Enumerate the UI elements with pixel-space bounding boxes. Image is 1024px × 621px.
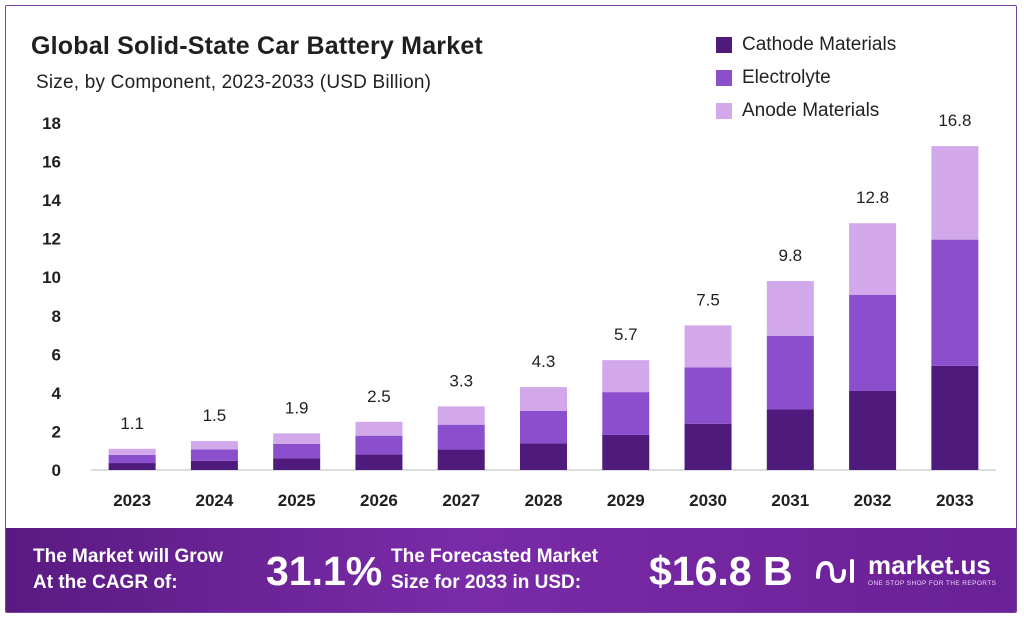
bar-segment-anode-2025 [273,433,321,444]
bar-segment-electrolyte-2025 [273,443,321,459]
bar-segment-cathode-2023 [108,463,156,470]
bar-segment-anode-2029 [602,360,650,393]
x-tick-label-2029: 2029 [607,491,645,510]
data-label-2032: 12.8 [856,188,889,207]
y-tick-label: 4 [52,384,62,403]
legend-label-cathode: Cathode Materials [742,33,897,55]
brand-tagline: ONE STOP SHOP FOR THE REPORTS [868,580,997,587]
bar-segment-cathode-2029 [602,434,650,470]
brand-name: market.us [868,550,991,580]
y-tick-label: 12 [42,230,61,249]
chart-subtitle: Size, by Component, 2023-2033 (USD Billi… [36,72,432,93]
y-tick-label: 0 [52,461,61,480]
bar-segment-anode-2028 [520,387,567,412]
bar-segment-electrolyte-2028 [520,411,567,444]
stacked-bar-chart: 0 2 4 6 8 10 12 14 16 18 1.1 2023 1.5 2024 1.9 2025 2.5 2… [42,111,996,510]
brand[interactable]: market.us ONE STOP SHOP FOR THE REPORTS [814,552,996,587]
data-label-2025: 1.9 [285,398,309,417]
x-tick-label-2025: 2025 [278,491,316,510]
bar-segment-anode-2031 [766,281,814,336]
x-tick-label-2023: 2023 [113,491,151,510]
bar-segment-anode-2023 [108,448,156,455]
forecast-label: The Forecasted Market Size for 2033 in U… [391,544,598,596]
bar-segment-cathode-2030 [684,423,732,470]
bar-segment-anode-2027 [437,406,485,425]
bar-segment-cathode-2032 [849,390,897,470]
x-tick-label-2028: 2028 [525,491,563,510]
data-label-2023: 1.1 [120,414,144,433]
y-tick-label: 8 [52,307,61,326]
market-us-logo-icon [816,558,854,583]
y-tick-label: 18 [42,114,61,133]
data-label-2029: 5.7 [614,325,638,344]
legend-swatch-anode [716,102,732,119]
bar-segment-cathode-2027 [437,449,485,470]
y-tick-label: 16 [42,153,61,172]
bar-segment-cathode-2033 [931,365,979,470]
data-label-2028: 4.3 [532,352,556,371]
bar-segment-cathode-2031 [766,409,814,470]
legend-label-anode: Anode Materials [742,99,880,121]
bar-segment-cathode-2026 [355,454,403,470]
bar-segment-electrolyte-2023 [108,454,156,464]
forecast-label-line1: The Forecasted Market [391,546,598,567]
x-tick-label-2030: 2030 [689,491,727,510]
legend-item-cathode: Cathode Materials [716,28,896,61]
legend-item-anode: Anode Materials [716,94,896,127]
x-tick-label-2027: 2027 [442,491,480,510]
data-label-2027: 3.3 [449,371,473,390]
forecast-label-line2: Size for 2033 in USD: [391,572,582,593]
footer-banner: The Market will Grow At the CAGR of: 31.… [6,528,1016,612]
y-tick-label: 2 [52,422,61,441]
y-tick-label: 10 [42,268,61,287]
brand-text: market.us ONE STOP SHOP FOR THE REPORTS [868,552,996,587]
legend: Cathode Materials Electrolyte Anode Mate… [716,28,896,127]
x-tick-label-2033: 2033 [936,491,974,510]
data-label-2024: 1.5 [203,406,227,425]
cagr-label-line1: The Market will Grow [33,546,224,567]
bar-segment-electrolyte-2026 [355,435,403,455]
chart-title: Global Solid-State Car Battery Market [31,32,483,60]
legend-item-electrolyte: Electrolyte [716,61,896,94]
x-tick-label-2032: 2032 [854,491,892,510]
bar-segment-anode-2033 [931,146,979,240]
data-label-2030: 7.5 [696,290,720,309]
bar-segment-electrolyte-2033 [931,239,979,366]
chart-frame: Global Solid-State Car Battery Market Si… [5,5,1017,613]
bar-segment-anode-2026 [355,421,403,436]
legend-swatch-cathode [716,36,732,53]
bar-segment-electrolyte-2027 [437,424,485,450]
bar-segment-electrolyte-2024 [190,449,238,461]
bar-segment-cathode-2024 [190,460,238,470]
bar-segment-cathode-2025 [273,458,321,470]
x-tick-label-2026: 2026 [360,491,398,510]
legend-label-electrolyte: Electrolyte [742,66,831,88]
bar-segment-anode-2030 [684,325,732,368]
cagr-value: 31.1% [266,548,383,594]
bar-segment-cathode-2028 [520,443,567,470]
x-tick-label-2024: 2024 [195,491,233,510]
forecast-value: $16.8 B [649,548,793,594]
bar-segment-electrolyte-2029 [602,392,650,435]
data-label-2026: 2.5 [367,387,391,406]
y-tick-label: 6 [52,345,61,364]
bar-segment-anode-2024 [190,441,238,450]
y-tick-label: 14 [42,191,61,210]
legend-swatch-electrolyte [716,69,732,86]
bar-segment-electrolyte-2032 [849,294,897,391]
x-tick-label-2031: 2031 [771,491,809,510]
bar-segment-electrolyte-2030 [684,367,732,424]
cagr-label-line2: At the CAGR of: [33,572,178,593]
bar-segment-electrolyte-2031 [766,335,814,410]
data-label-2033: 16.8 [938,111,971,130]
data-label-2031: 9.8 [778,246,802,265]
cagr-label: The Market will Grow At the CAGR of: [33,544,223,596]
bar-segment-anode-2032 [849,223,897,295]
